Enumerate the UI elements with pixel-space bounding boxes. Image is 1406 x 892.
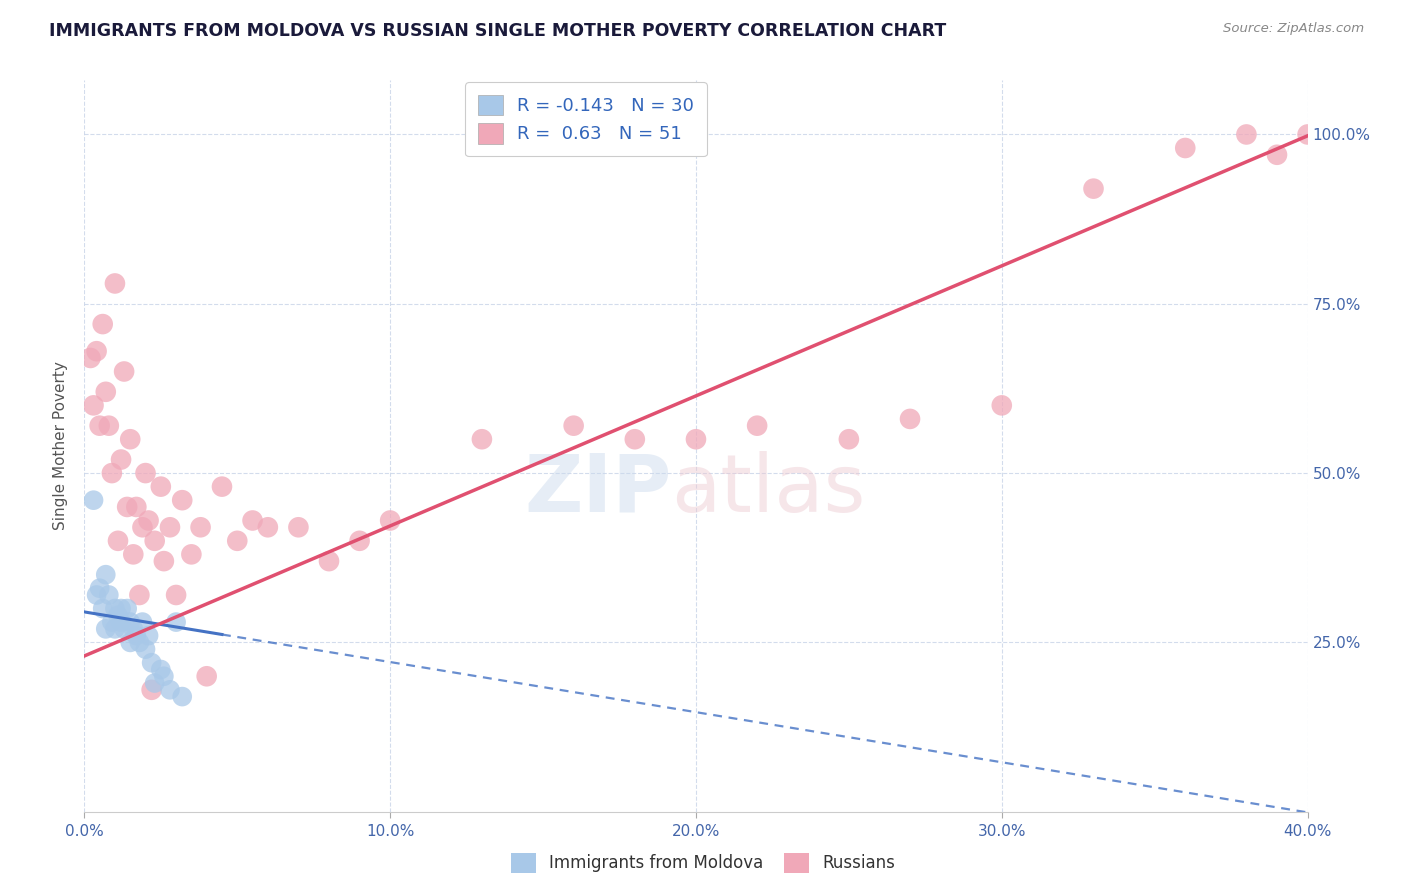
Point	[120, 615, 142, 629]
Point	[257, 520, 280, 534]
Point	[79, 351, 101, 365]
Point	[138, 629, 160, 643]
Point	[110, 615, 132, 629]
Point	[110, 601, 132, 615]
Point	[190, 520, 212, 534]
Point	[1296, 128, 1319, 142]
Point	[242, 514, 264, 528]
Point	[172, 690, 194, 704]
Point	[471, 432, 494, 446]
Point	[104, 277, 127, 291]
Legend: R = -0.143   N = 30, R =  0.63   N = 51: R = -0.143 N = 30, R = 0.63 N = 51	[465, 82, 707, 156]
Legend: Immigrants from Moldova, Russians: Immigrants from Moldova, Russians	[505, 847, 901, 880]
Point	[624, 432, 647, 446]
Point	[89, 418, 111, 433]
Point	[747, 418, 769, 433]
Point	[149, 480, 172, 494]
Point	[97, 418, 120, 433]
Point	[115, 601, 138, 615]
Point	[110, 452, 132, 467]
Point	[86, 344, 108, 359]
Point	[195, 669, 218, 683]
Point	[112, 364, 135, 378]
Point	[287, 520, 309, 534]
Point	[143, 676, 166, 690]
Point	[94, 622, 117, 636]
Point	[135, 642, 157, 657]
Point	[141, 682, 163, 697]
Point	[83, 398, 105, 412]
Point	[380, 514, 402, 528]
Point	[107, 533, 129, 548]
Point	[91, 317, 114, 331]
Point	[318, 554, 340, 568]
Point	[122, 547, 145, 561]
Point	[165, 588, 187, 602]
Point	[122, 622, 145, 636]
Point	[838, 432, 860, 446]
Point	[141, 656, 163, 670]
Point	[97, 588, 120, 602]
Point	[128, 588, 150, 602]
Point	[153, 669, 176, 683]
Point	[143, 533, 166, 548]
Point	[159, 520, 181, 534]
Point	[101, 615, 124, 629]
Point	[349, 533, 371, 548]
Point	[131, 520, 153, 534]
Point	[120, 432, 142, 446]
Point	[991, 398, 1014, 412]
Text: atlas: atlas	[672, 450, 866, 529]
Text: ZIP: ZIP	[524, 450, 672, 529]
Point	[91, 601, 114, 615]
Point	[107, 608, 129, 623]
Point	[135, 466, 157, 480]
Point	[149, 663, 172, 677]
Point	[112, 622, 135, 636]
Point	[226, 533, 249, 548]
Point	[685, 432, 707, 446]
Point	[115, 500, 138, 514]
Point	[562, 418, 585, 433]
Text: IMMIGRANTS FROM MOLDOVA VS RUSSIAN SINGLE MOTHER POVERTY CORRELATION CHART: IMMIGRANTS FROM MOLDOVA VS RUSSIAN SINGL…	[49, 22, 946, 40]
Text: Source: ZipAtlas.com: Source: ZipAtlas.com	[1223, 22, 1364, 36]
Point	[153, 554, 176, 568]
Point	[89, 581, 111, 595]
Point	[125, 629, 148, 643]
Point	[94, 384, 117, 399]
Point	[898, 412, 921, 426]
Point	[120, 635, 142, 649]
Point	[125, 500, 148, 514]
Point	[86, 588, 108, 602]
Point	[180, 547, 202, 561]
Point	[165, 615, 187, 629]
Point	[1265, 148, 1288, 162]
Point	[159, 682, 181, 697]
Point	[1174, 141, 1197, 155]
Point	[1083, 181, 1105, 195]
Point	[83, 493, 105, 508]
Point	[104, 622, 127, 636]
Point	[211, 480, 233, 494]
Y-axis label: Single Mother Poverty: Single Mother Poverty	[53, 361, 69, 531]
Point	[131, 615, 153, 629]
Point	[172, 493, 194, 508]
Point	[128, 635, 150, 649]
Point	[101, 466, 124, 480]
Point	[138, 514, 160, 528]
Point	[94, 567, 117, 582]
Point	[1236, 128, 1258, 142]
Point	[104, 601, 127, 615]
